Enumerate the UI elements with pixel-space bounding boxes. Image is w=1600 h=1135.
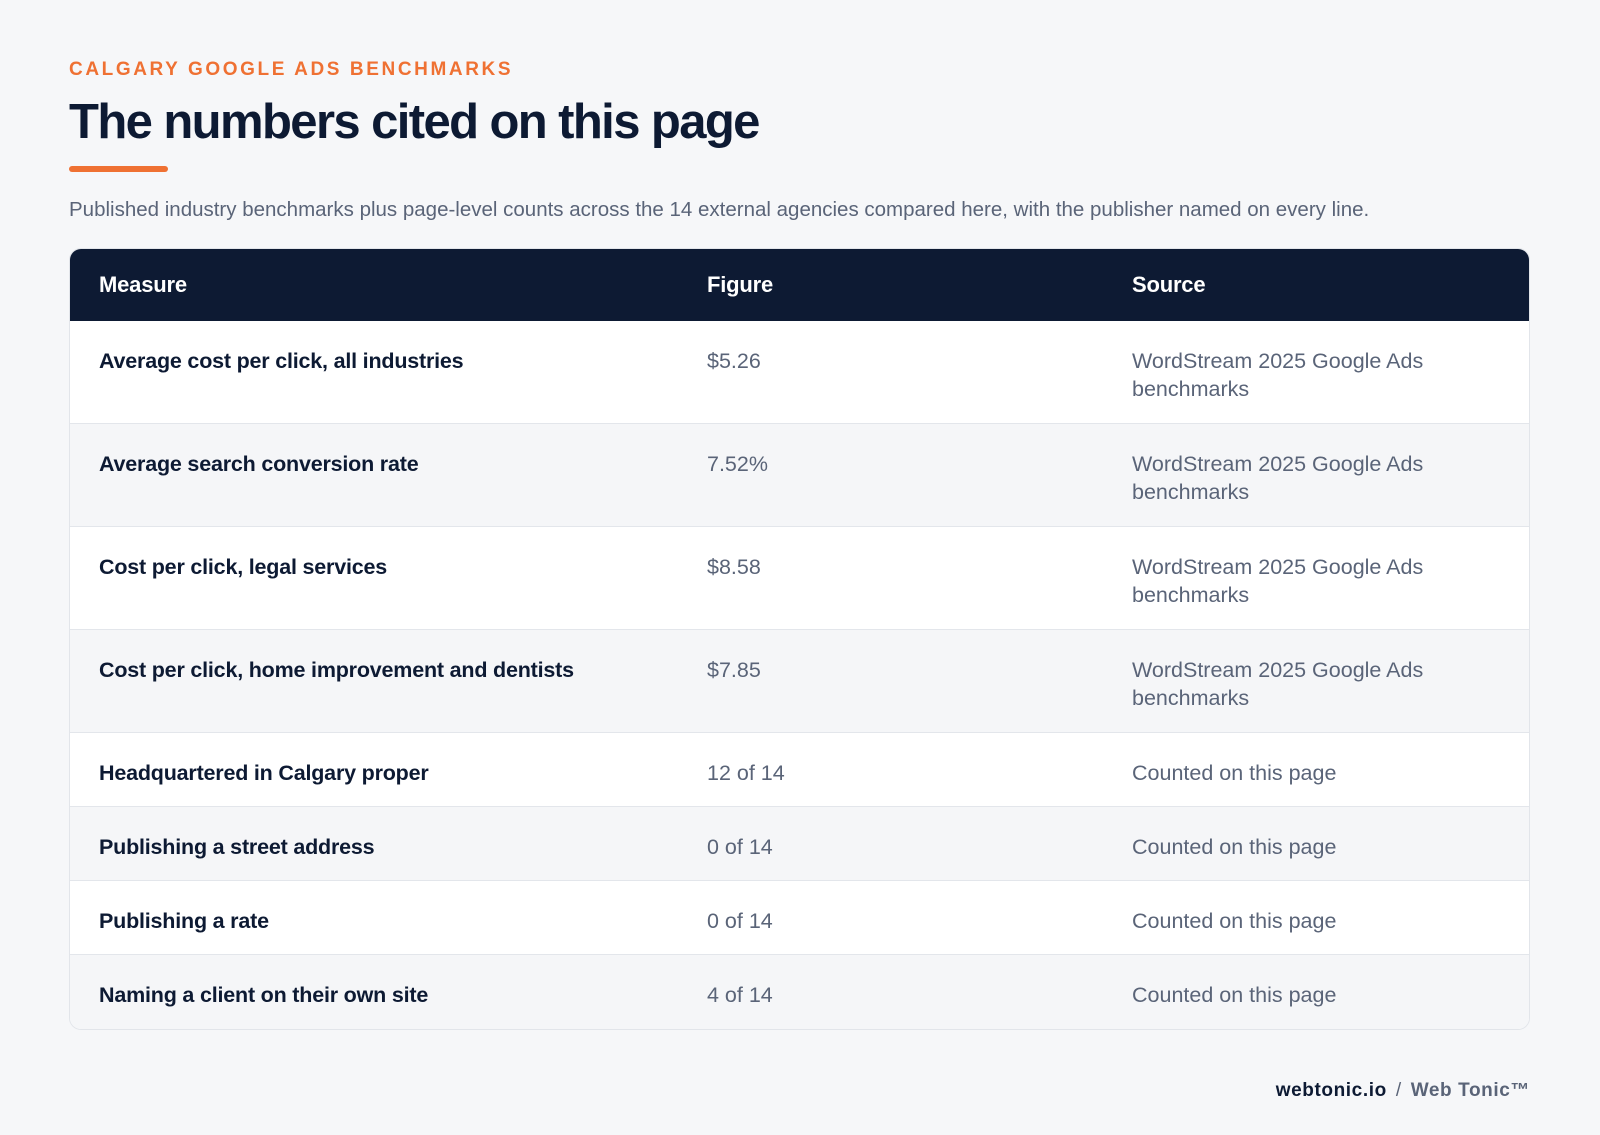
column-header-source: Source bbox=[1132, 272, 1206, 297]
source-cell: WordStream 2025 Google Ads benchmarks bbox=[1132, 349, 1424, 401]
table-row: Publishing a rate 0 of 14 Counted on thi… bbox=[70, 880, 1529, 955]
figure-cell: 0 of 14 bbox=[707, 909, 773, 933]
measure-cell: Publishing a rate bbox=[99, 909, 269, 933]
figure-cell: 12 of 14 bbox=[707, 761, 785, 785]
footer-domain: webtonic.io bbox=[1275, 1080, 1387, 1101]
column-header-measure: Measure bbox=[99, 272, 187, 297]
measure-cell: Publishing a street address bbox=[99, 835, 375, 859]
table-header: Measure Figure Source bbox=[70, 249, 1529, 321]
page-title: The numbers cited on this page bbox=[69, 95, 760, 149]
table-row: Cost per click, legal services $8.58 Wor… bbox=[70, 526, 1529, 630]
table-row: Cost per click, home improvement and den… bbox=[70, 629, 1529, 733]
measure-cell: Cost per click, home improvement and den… bbox=[99, 658, 574, 682]
footer-separator: / bbox=[1395, 1080, 1402, 1101]
figure-cell: $7.85 bbox=[707, 658, 761, 682]
figure-cell: $8.58 bbox=[707, 555, 761, 579]
table-body: Average cost per click, all industries $… bbox=[70, 321, 1529, 1029]
source-cell: WordStream 2025 Google Ads benchmarks bbox=[1132, 658, 1424, 710]
measure-cell: Average search conversion rate bbox=[99, 452, 419, 476]
source-cell: Counted on this page bbox=[1132, 761, 1337, 785]
table-row: Average cost per click, all industries $… bbox=[70, 321, 1529, 424]
table-row: Publishing a street address 0 of 14 Coun… bbox=[70, 806, 1529, 881]
source-cell: Counted on this page bbox=[1132, 835, 1337, 859]
eyebrow-label: CALGARY GOOGLE ADS BENCHMARKS bbox=[69, 59, 514, 80]
figure-cell: 4 of 14 bbox=[707, 983, 773, 1007]
source-cell: WordStream 2025 Google Ads benchmarks bbox=[1132, 452, 1424, 504]
measure-cell: Cost per click, legal services bbox=[99, 555, 387, 579]
measure-cell: Headquartered in Calgary proper bbox=[99, 761, 429, 785]
source-cell: WordStream 2025 Google Ads benchmarks bbox=[1132, 555, 1424, 607]
table-row: Headquartered in Calgary proper 12 of 14… bbox=[70, 732, 1529, 807]
title-accent-bar bbox=[69, 166, 168, 172]
table-row: Average search conversion rate 7.52% Wor… bbox=[70, 423, 1529, 527]
measure-cell: Average cost per click, all industries bbox=[99, 349, 464, 373]
benchmarks-table-card: Measure Figure Source Average cost per c… bbox=[69, 248, 1530, 1030]
source-cell: Counted on this page bbox=[1132, 909, 1337, 933]
figure-cell: 0 of 14 bbox=[707, 835, 773, 859]
footer-credit: webtonic.io / Web Tonic™ bbox=[1276, 1080, 1530, 1102]
page-subtitle: Published industry benchmarks plus page-… bbox=[69, 198, 1370, 221]
figure-cell: $5.26 bbox=[707, 349, 761, 373]
column-header-figure: Figure bbox=[707, 272, 774, 297]
table-row: Naming a client on their own site 4 of 1… bbox=[70, 954, 1529, 1029]
footer-brand: Web Tonic™ bbox=[1410, 1080, 1530, 1101]
benchmarks-table: Measure Figure Source Average cost per c… bbox=[70, 249, 1529, 1029]
figure-cell: 7.52% bbox=[707, 452, 768, 476]
source-cell: Counted on this page bbox=[1132, 983, 1337, 1007]
measure-cell: Naming a client on their own site bbox=[99, 983, 429, 1007]
table-header-row: Measure Figure Source bbox=[70, 249, 1529, 321]
